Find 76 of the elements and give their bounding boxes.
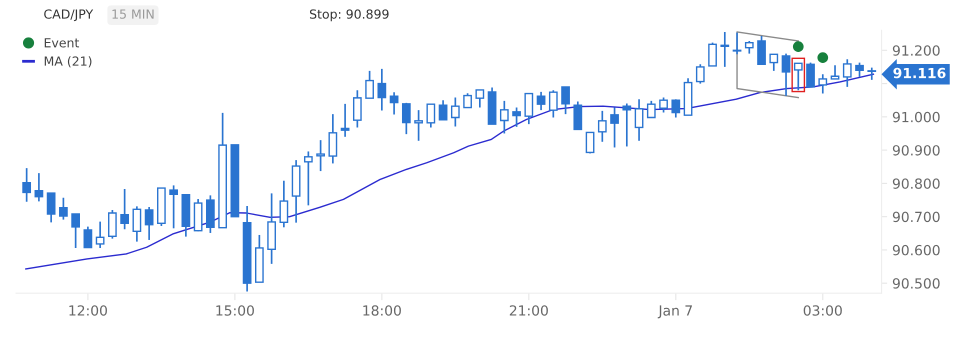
candlestick [586, 132, 594, 154]
candlestick [377, 68, 386, 112]
candlestick [316, 139, 325, 172]
candlestick [782, 52, 790, 97]
candlestick [59, 196, 68, 220]
y-tick-label: 90.900 [892, 145, 940, 156]
candlestick [365, 70, 374, 100]
candlestick [390, 91, 398, 116]
candlestick [720, 31, 730, 68]
candlestick [512, 106, 521, 128]
y-tick-label: 90.700 [892, 212, 940, 222]
y-tick-label: 91.200 [892, 45, 940, 56]
candlestick [818, 73, 828, 94]
candlestick [120, 188, 130, 230]
y-tick-label: 90.600 [892, 244, 940, 256]
candlestick [34, 172, 44, 202]
x-tick-label: 12:00 [69, 305, 107, 316]
candlestick [842, 58, 852, 88]
x-tick-label: Jan 7 [658, 305, 692, 318]
y-tick-label: 90.500 [892, 278, 940, 289]
y-tick-label: 91.000 [892, 112, 940, 122]
candlestick [830, 64, 840, 80]
candlestick [598, 110, 607, 143]
candlestick [548, 89, 558, 118]
candlestick [71, 213, 80, 249]
candlestick [536, 91, 546, 112]
candlestick [414, 109, 423, 142]
candlestick [304, 150, 313, 206]
candlestick [561, 86, 570, 116]
chart-title: CAD/JPY [44, 9, 94, 22]
x-tick-label: 03:00 [804, 305, 842, 316]
candlestick [806, 62, 815, 88]
candlestick [610, 106, 619, 148]
y-tick-label: 90.800 [892, 178, 940, 189]
candlestick [500, 100, 509, 134]
candlestick [463, 92, 472, 108]
candlestick [84, 226, 92, 248]
legend-label: Event [44, 38, 80, 48]
candlestick [22, 167, 32, 203]
legend-label: MA (21) [44, 56, 92, 68]
candlestick [108, 209, 117, 240]
candlestick [426, 103, 436, 128]
candlestick [744, 40, 754, 54]
text: 91.116 [893, 68, 946, 78]
x-tick-label: 15:00 [216, 305, 254, 316]
candlestick [438, 99, 448, 121]
candlestick [328, 113, 338, 164]
candlestick [671, 98, 680, 118]
candlestick [96, 220, 105, 249]
candlestick [769, 53, 778, 72]
candlestick [867, 66, 876, 81]
candlestick [646, 100, 656, 118]
x-tick-label: 18:00 [363, 305, 401, 316]
candlestick [132, 206, 142, 242]
candlestick [475, 89, 484, 108]
candlestick [732, 32, 742, 56]
candlestick [46, 192, 56, 224]
candlestick [340, 103, 350, 138]
candlestick [622, 102, 632, 148]
x-tick-label: 21:00 [510, 305, 548, 316]
candlestick [169, 184, 178, 230]
candlestick [757, 35, 766, 66]
text: Stop: 90.899 [310, 9, 389, 22]
candlestick [279, 180, 288, 228]
candlestick [696, 63, 705, 84]
candlestick [352, 89, 362, 128]
candlestick [659, 96, 668, 114]
candlestick [402, 102, 411, 135]
candlestick [708, 42, 717, 67]
candlestick [450, 96, 460, 128]
candlestick [144, 206, 154, 241]
candlestick [794, 62, 803, 92]
candlestick [524, 92, 534, 125]
chart-subtitle: 15 MIN [112, 10, 154, 19]
candlestick [634, 98, 644, 142]
candlestick [855, 62, 864, 78]
